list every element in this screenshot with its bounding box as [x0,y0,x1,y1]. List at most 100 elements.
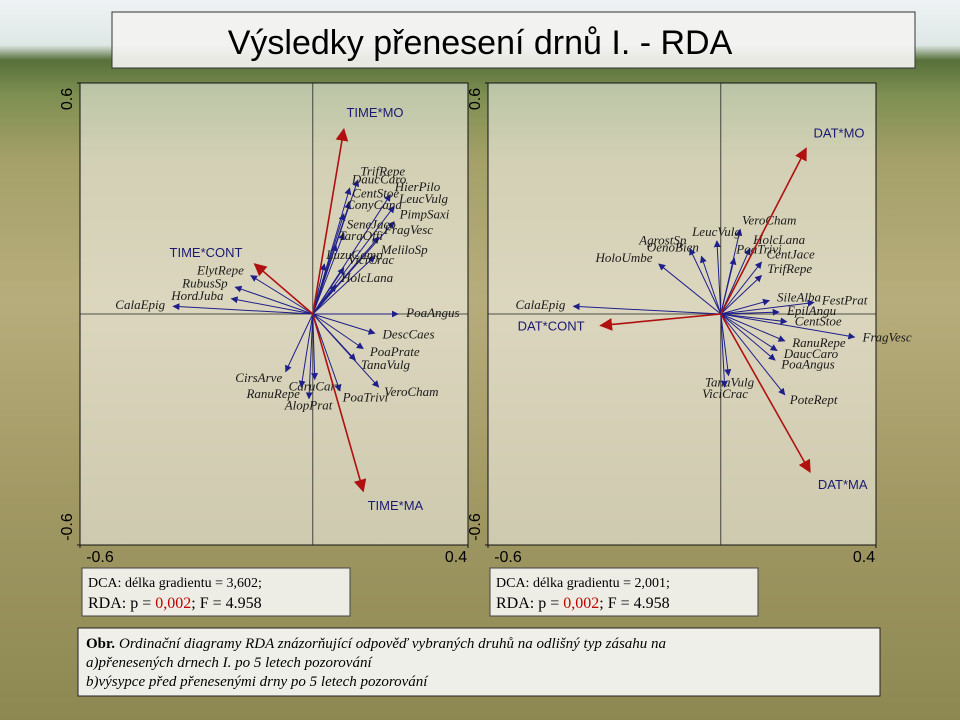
species-label: ConyCana [346,197,402,212]
stats-rda: RDA: p = 0,002; F = 4.958 [88,595,262,612]
species-arrow [312,267,345,315]
factor-label: DAT*CONT [518,319,585,334]
caption-box [77,627,881,697]
species-label: HolcLana [752,232,806,247]
factor-label: TIME*CONT [170,245,243,260]
stats-f: ; F = 4.958 [191,595,261,612]
factor-arrow [312,127,349,315]
species-label: AlopPrat [284,398,333,413]
stats-rda-label: RDA: p = [496,595,563,612]
species-label: SeneJaco [347,217,397,232]
species-arrow [658,263,722,315]
species-label: TrifRepe [360,163,405,178]
stats-box [81,567,351,617]
species-label: DaucCaro [351,171,407,186]
species-label: DaucCaro [783,346,839,361]
species-arrow [312,313,380,388]
species-label: RubusSp [181,275,228,290]
species-arrow [312,313,364,350]
species-arrow [689,247,722,315]
species-arrow [720,299,815,315]
species-arrow [720,313,788,325]
stats-dca: DCA: délka gradientu = 2,001; [496,576,670,591]
species-arrow [720,313,732,377]
stats-dca: DCA: délka gradientu = 3,602; [88,576,262,591]
x-tick-label: -0.6 [86,549,114,566]
species-label: HolcLana [340,270,394,285]
stats-p: 0,002 [563,595,599,612]
species-label: PimpSaxi [399,207,450,222]
species-label: CirsArve [235,370,282,385]
species-label: EpilAngu [786,303,837,318]
species-label: PoaAngus [405,305,459,320]
species-label: RanuRepe [245,386,300,401]
stats-rda: RDA: p = 0,002; F = 4.958 [496,595,670,612]
species-label: ElytRepe [196,262,244,277]
species-label: AgrostSp [638,232,687,247]
species-arrow [312,205,395,315]
species-label: VeroCham [384,384,438,399]
species-label: PoaTrivi [342,390,389,405]
species-label: MeliloSp [380,242,428,257]
species-arrow [311,313,319,381]
species-arrow [720,257,737,315]
species-arrow [285,313,314,373]
species-arrow [720,313,778,351]
species-arrow [250,275,314,315]
species-arrow [720,308,780,316]
caption-line: Obr. Ordinační diagramy RDA znázorňující … [86,636,666,652]
species-arrow [720,313,728,388]
species-label: FragVesc [383,222,433,237]
species-label: CalaEpig [115,297,165,312]
species-label: RanuRepe [791,335,846,350]
species-arrow [720,313,786,396]
species-label: PoaPrate [369,344,420,359]
species-label: CentStoe [795,314,842,329]
species-label: HierPilo [394,179,441,194]
factor-arrow [253,263,314,315]
species-arrow [312,313,342,392]
x-tick-label: -0.6 [494,549,522,566]
caption-text: Ordinační diagramy RDA znázorňující odpo… [119,636,666,652]
species-arrow [305,313,314,400]
species-label: FragVesc [862,329,912,344]
species-arrow [720,298,770,315]
species-arrow [720,261,762,315]
species-label: TaraOffi [339,228,384,243]
species-arrow [713,240,722,315]
species-label: CentJace [766,247,815,262]
species-arrow [312,255,376,315]
factor-arrow [720,147,807,315]
stats-f: ; F = 4.958 [599,595,669,612]
species-arrow [572,303,721,315]
species-arrow [312,284,337,315]
species-label: PoaTrivi [735,241,782,256]
species-arrow [312,313,376,335]
title-box [111,11,916,69]
stats-p: 0,002 [155,595,191,612]
species-arrow [720,313,856,340]
species-arrow [312,232,345,315]
species-arrow [720,313,776,361]
y-tick-label: -0.6 [59,513,76,541]
stats-rda-label: RDA: p = [88,595,155,612]
species-arrow [312,244,338,315]
caption-line: a)přenesených drnech I. po 5 letech pozo… [86,655,373,671]
species-label: LuzuCamp [325,247,383,262]
species-arrow [720,275,763,315]
species-arrow [234,285,313,315]
caption-line: b)výsypce před přenesenými drny po 5 let… [86,674,429,690]
species-arrow [172,303,313,315]
species-label: TanaVulg [705,375,755,390]
caption-lead: Obr. [86,636,115,652]
y-tick-label: 0.6 [467,88,484,110]
species-label: TanaVulg [361,357,411,372]
species-label: CentStoe [352,186,399,201]
factor-label: TIME*MO [346,105,403,120]
x-tick-label: 0.4 [853,549,875,566]
species-label: HordJuba [170,288,224,303]
stats-box [489,567,759,617]
species-arrow [700,255,722,315]
